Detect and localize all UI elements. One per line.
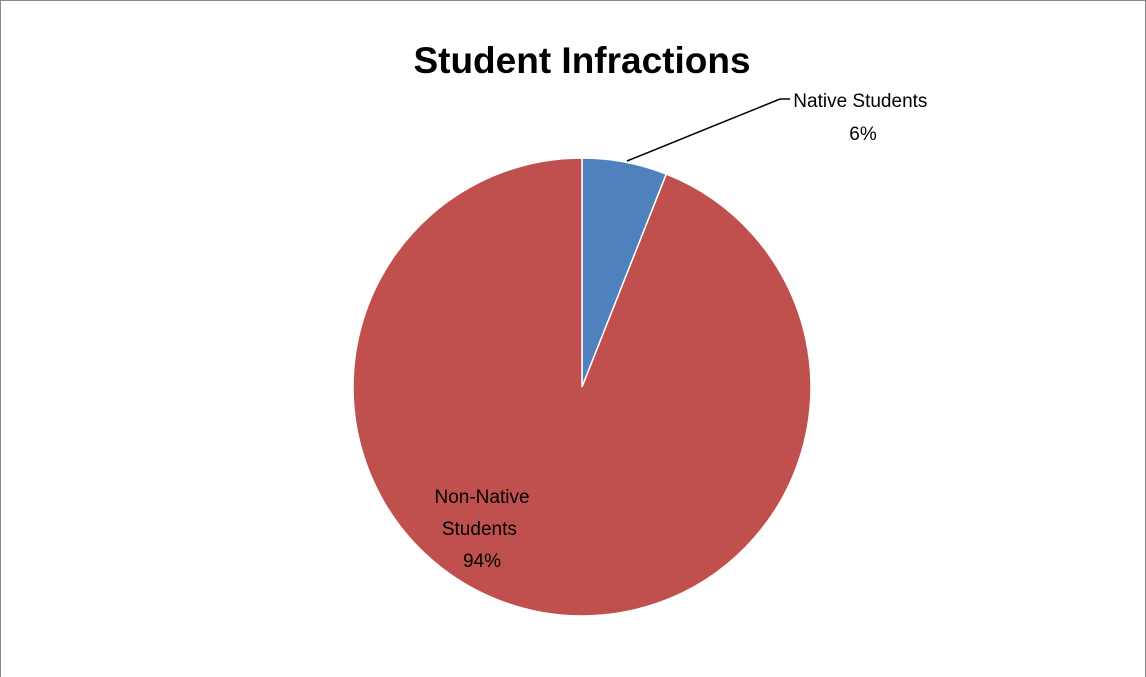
slice-label-non-native: Non-Native Students 94% <box>434 487 529 572</box>
slice-label-non-native-name: Non-Native <box>434 487 529 508</box>
slice-label-native: Native Students 6% <box>793 91 932 145</box>
leader-line-native <box>626 98 781 162</box>
slice-label-native-name: Native Students <box>793 91 927 112</box>
chart-title: Student Infractions <box>413 40 750 81</box>
slice-label-non-native-name-line2: Students <box>442 519 517 540</box>
pie-slices <box>352 157 812 617</box>
pie-slice-non-native-students <box>352 157 812 617</box>
slice-label-native-value: 6% <box>849 124 877 145</box>
slice-label-non-native-value: 94% <box>463 551 501 572</box>
